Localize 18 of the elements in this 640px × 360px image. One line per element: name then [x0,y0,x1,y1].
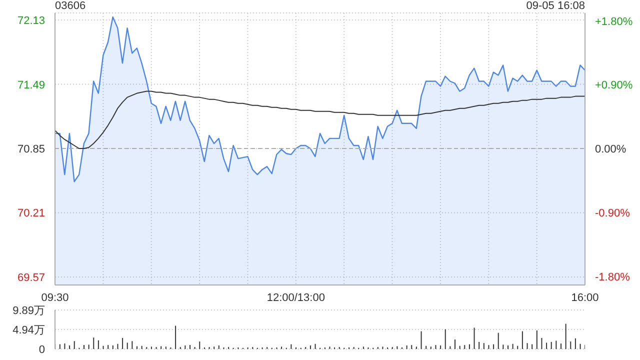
y-tick-label: 70.85 [17,144,45,156]
y-tick-label: 0 [38,344,45,356]
x-tick-label: 09:30 [41,292,69,304]
y-tick-label: 70.21 [17,208,45,220]
y2-tick-label: -1.80% [595,271,630,284]
y2-tick-label: +0.90% [595,80,633,92]
y-tick-label: 4.94万 [12,324,45,337]
y-tick-label: 69.57 [17,272,45,284]
y2-tick-label: +1.80% [595,16,633,28]
x-tick-label: 12:00/13:00 [266,292,325,304]
y2-tick-label: 0.00% [595,144,626,156]
x-tick-label: 16:00 [571,292,599,304]
y-tick-label: 9.89万 [12,305,45,317]
chart-title: 03606 [55,0,86,12]
y-tick-label: 72.13 [17,15,45,28]
text: 09-05 16:08 [526,0,585,12]
y2-tick-label: -0.90% [595,208,630,220]
y-tick-label: 71.49 [17,79,45,92]
